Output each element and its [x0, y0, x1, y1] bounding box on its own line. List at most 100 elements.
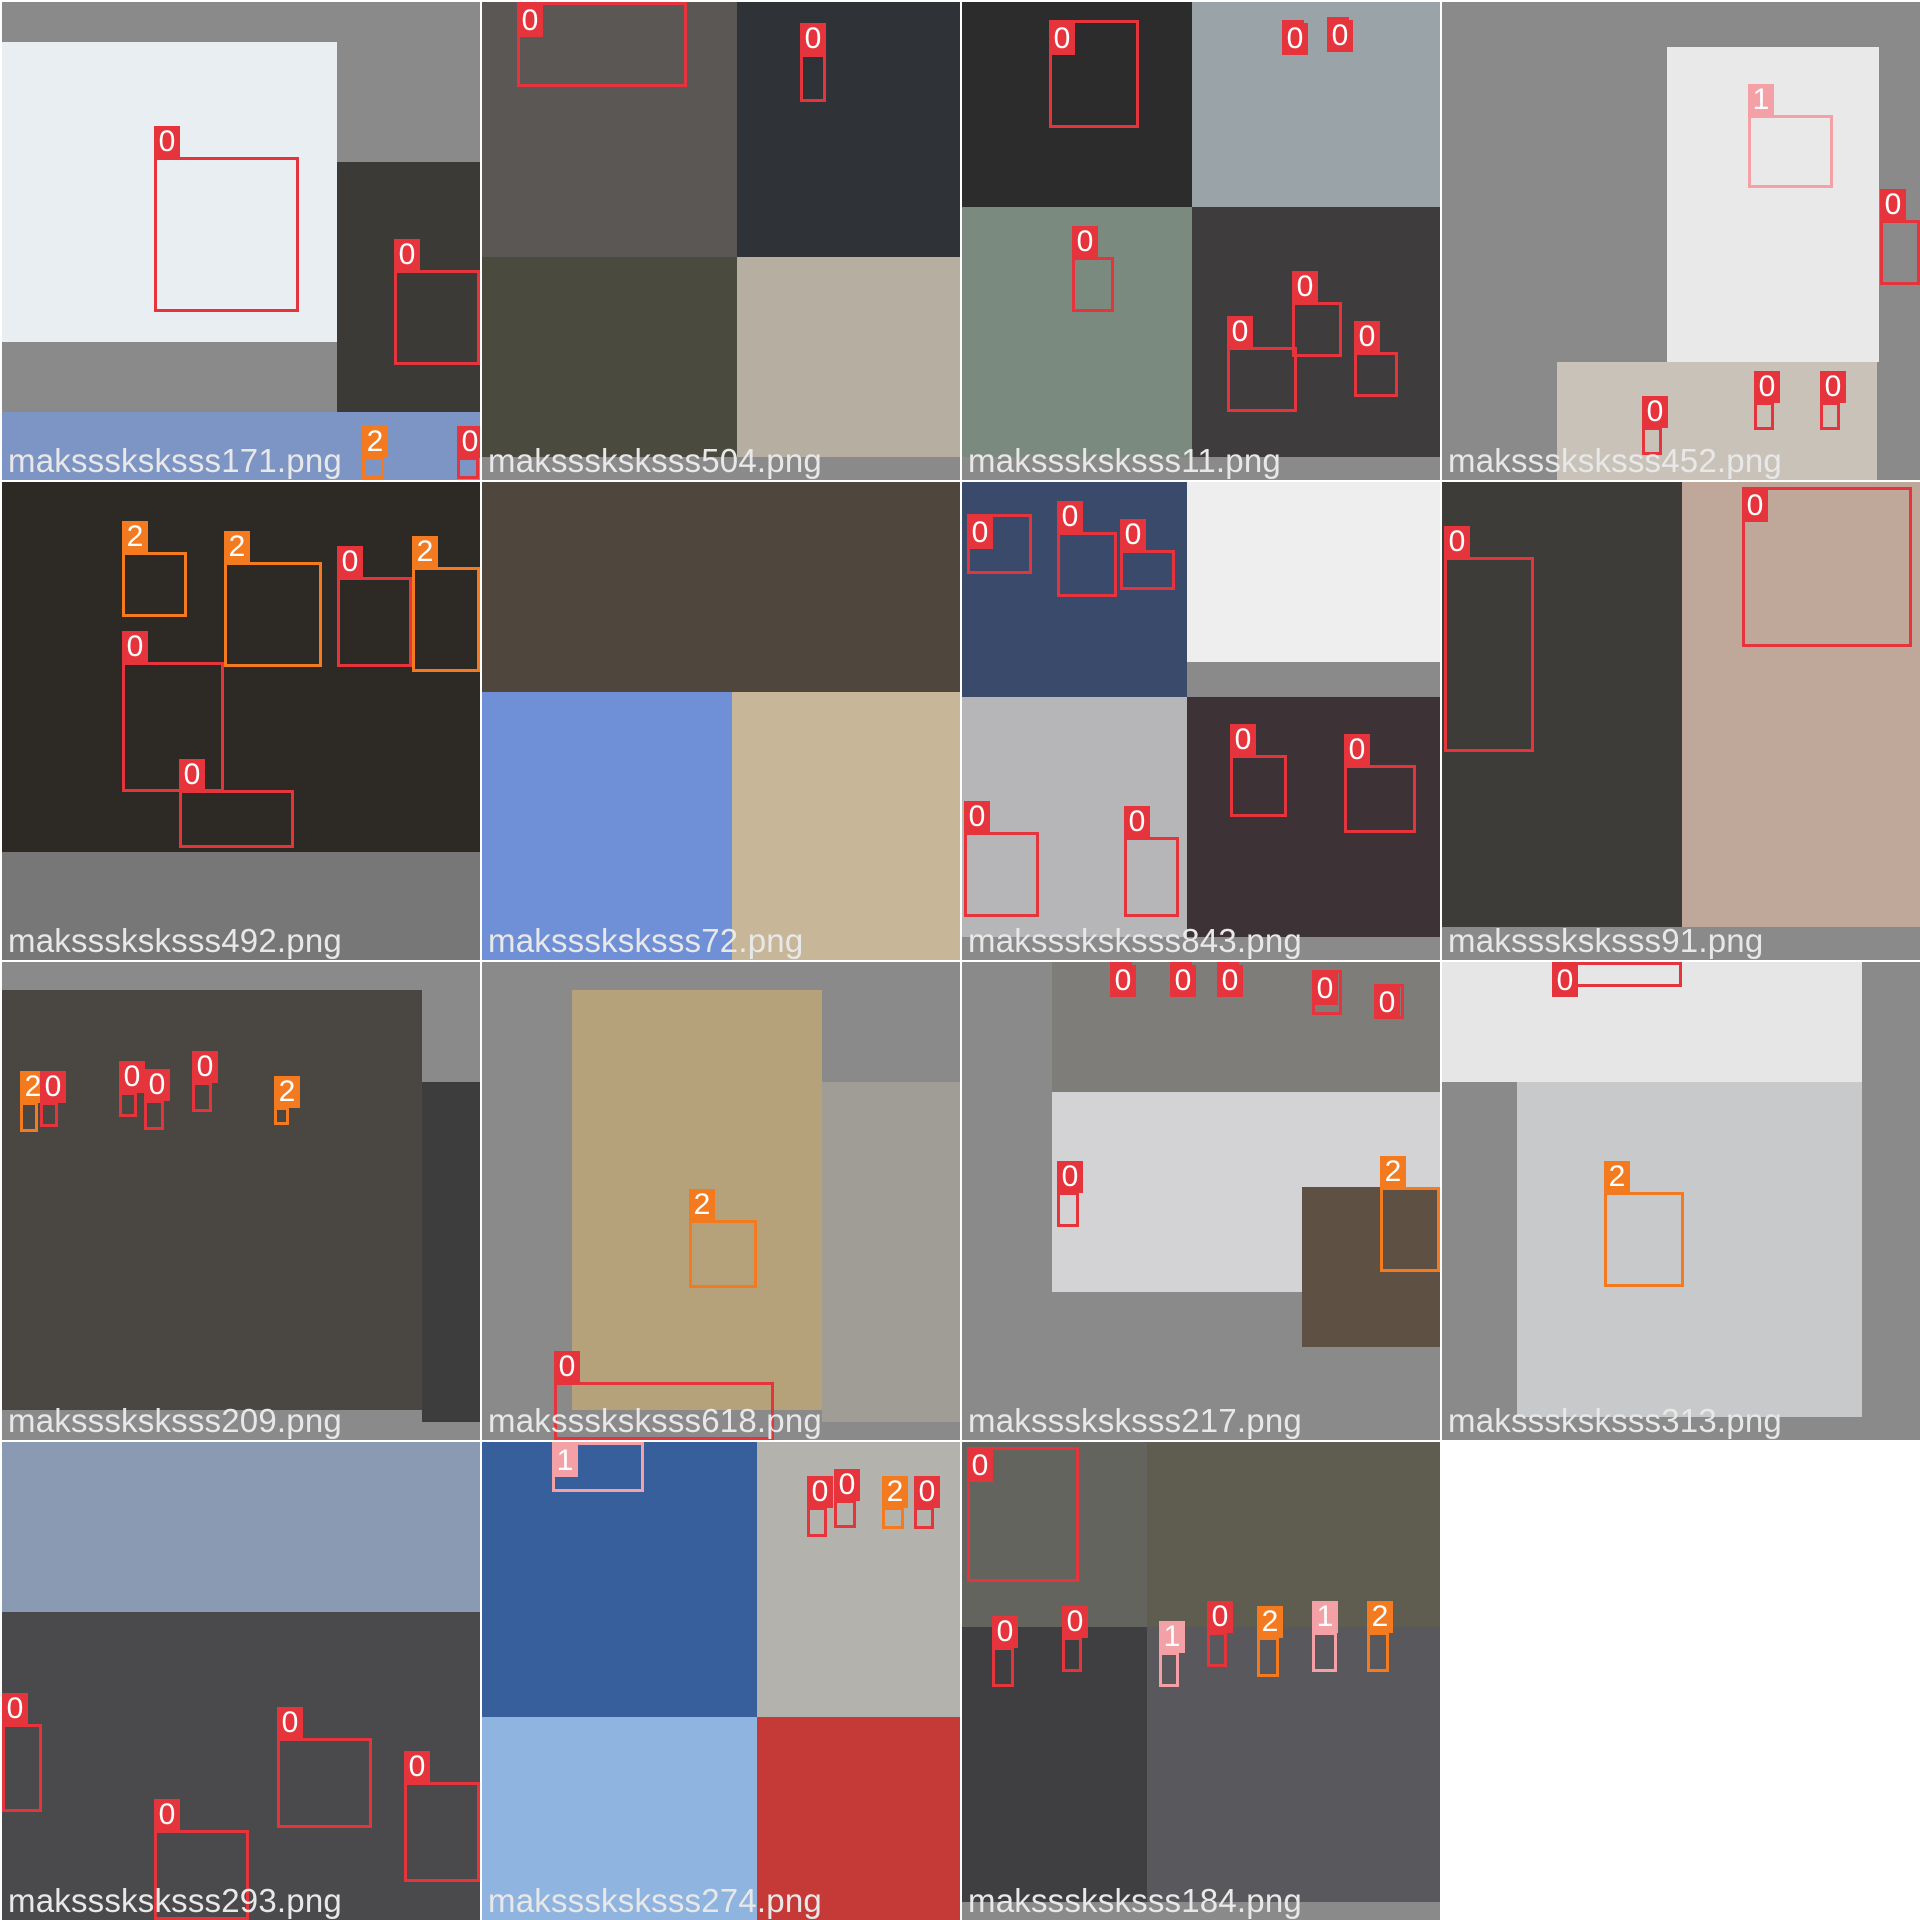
- detection-box: 0: [1327, 17, 1353, 52]
- detection-box: 0: [554, 1351, 774, 1440]
- detection-box: 0: [1170, 962, 1196, 997]
- detection-box: 0: [1230, 724, 1287, 817]
- photo-region: [1517, 1082, 1862, 1417]
- photo-region: [482, 692, 732, 960]
- detection-box: 2: [274, 1076, 300, 1125]
- detection-box: 0: [1344, 734, 1416, 833]
- mosaic-tile: 0 0 0 2 maksssksksss171.png: [2, 2, 480, 480]
- detection-box: 0: [1062, 1606, 1088, 1672]
- class-label: 0: [1062, 1606, 1088, 1638]
- detection-box: 0: [1124, 806, 1179, 917]
- photo-region: [1192, 2, 1440, 207]
- filename-label: maksssksksss184.png: [968, 1882, 1302, 1919]
- filename-label: maksssksksss72.png: [488, 922, 804, 959]
- class-label: 0: [1327, 20, 1353, 52]
- detection-box: 0: [1374, 984, 1404, 1019]
- class-label: 0: [1057, 501, 1083, 533]
- class-label: 1: [552, 1445, 578, 1477]
- filename-label: maksssksksss492.png: [8, 922, 342, 959]
- detection-box: 2: [689, 1189, 757, 1288]
- detection-box: 1: [552, 1442, 644, 1492]
- detection-box: 0: [1444, 526, 1534, 752]
- detection-box: 0: [1120, 519, 1175, 590]
- filename-label: maksssksksss452.png: [1448, 442, 1782, 479]
- detection-box: 0: [40, 1071, 66, 1127]
- class-label: 0: [967, 1450, 993, 1482]
- detection-box: 2: [1257, 1606, 1283, 1677]
- detection-box: 0: [1057, 501, 1117, 597]
- photo-region: [482, 2, 737, 257]
- filename-label: maksssksksss504.png: [488, 442, 822, 479]
- class-label: 0: [1207, 1601, 1233, 1633]
- detection-box: 1: [1312, 1601, 1338, 1672]
- detection-box: 0: [1354, 321, 1398, 397]
- mosaic-tile: 0 0 0 0 0 0 0 maksssksksss11.png: [962, 2, 1440, 480]
- class-label: 0: [404, 1751, 430, 1783]
- photo-region: [482, 482, 960, 692]
- class-label: 1: [1748, 84, 1774, 116]
- detection-box: 0: [834, 1469, 860, 1528]
- photo-region: [482, 257, 737, 457]
- detection-box: 2: [1604, 1161, 1684, 1287]
- detection-box: 0: [800, 23, 826, 102]
- class-label: 0: [1444, 526, 1470, 558]
- detection-box: 0: [1049, 20, 1139, 128]
- photo-region: [2, 412, 480, 480]
- class-label: 2: [882, 1476, 908, 1508]
- detection-box: 2: [412, 536, 480, 672]
- class-label: 0: [914, 1476, 940, 1508]
- class-label: 0: [1374, 987, 1400, 1019]
- class-label: 0: [1742, 490, 1768, 522]
- filename-label: maksssksksss91.png: [1448, 922, 1764, 959]
- class-label: 0: [144, 1069, 170, 1101]
- photo-region: [962, 2, 1192, 207]
- mosaic-tile: 2 0 maksssksksss618.png: [482, 962, 960, 1440]
- detection-box: 0: [154, 1799, 249, 1920]
- detection-box: 2: [224, 531, 322, 667]
- photo-region: [482, 1442, 757, 1717]
- class-label: 0: [122, 631, 148, 663]
- mosaic-tile: 1 0 0 0 0 maksssksksss452.png: [1442, 2, 1920, 480]
- class-label: 0: [1552, 965, 1578, 997]
- photo-region: [2, 1612, 480, 1920]
- detection-box: 0: [1552, 962, 1682, 997]
- detection-box: 0: [119, 1061, 145, 1117]
- class-label: 0: [1170, 965, 1196, 997]
- class-label: 2: [689, 1189, 715, 1221]
- class-label: 0: [179, 759, 205, 791]
- photo-region: [1302, 1187, 1440, 1347]
- filename-label: maksssksksss313.png: [1448, 1402, 1782, 1439]
- detection-box: 0: [1072, 226, 1114, 312]
- photo-region: [337, 162, 480, 412]
- detection-box: 0: [967, 514, 1032, 574]
- detection-box: 0: [1880, 189, 1920, 285]
- mosaic-tile: 0 0 0 0 0 0 0 maksssksksss843.png: [962, 482, 1440, 960]
- photo-region: [1147, 1442, 1440, 1627]
- class-label: 0: [1124, 806, 1150, 838]
- detection-box: 0: [2, 1693, 42, 1812]
- photo-region: [737, 257, 960, 457]
- class-label: 0: [337, 546, 363, 578]
- filename-label: maksssksksss209.png: [8, 1402, 342, 1439]
- class-label: 0: [394, 239, 420, 271]
- class-label: 1: [1159, 1621, 1185, 1653]
- class-label: 2: [1257, 1606, 1283, 1638]
- detection-box: 0: [1312, 970, 1342, 1015]
- class-label: 0: [807, 1476, 833, 1508]
- detection-box: 0: [179, 759, 294, 848]
- detection-box: 2: [20, 1071, 46, 1132]
- class-label: 2: [1380, 1156, 1406, 1188]
- photo-region: [757, 1717, 960, 1920]
- detection-box: 0: [1110, 962, 1136, 997]
- detection-box: 0: [967, 1447, 1079, 1582]
- photo-region: [732, 692, 960, 960]
- filename-label: maksssksksss618.png: [488, 1402, 822, 1439]
- photo-region: [1442, 962, 1862, 1082]
- class-label: 0: [1110, 965, 1136, 997]
- detection-box: 0: [914, 1476, 940, 1529]
- mosaic-tile: 2 0 0 0 0 2 maksssksksss209.png: [2, 962, 480, 1440]
- photo-region: [1682, 482, 1920, 927]
- mosaic-tile: 0 0 0 0 maksssksksss293.png: [2, 1442, 480, 1920]
- mosaic-tile: 0 2 maksssksksss313.png: [1442, 962, 1920, 1440]
- photo-region: [2, 42, 337, 342]
